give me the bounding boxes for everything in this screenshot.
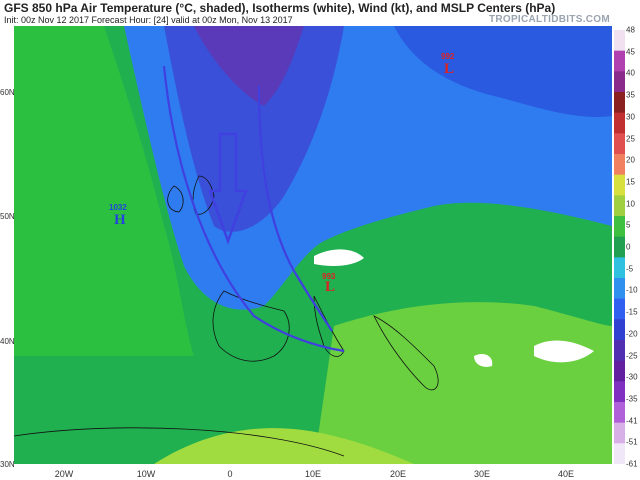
airflow-arrow-2: [257, 85, 333, 332]
header: GFS 850 hPa Air Temperature (°C, shaded)…: [0, 0, 640, 26]
lat-label: 60N: [0, 88, 15, 97]
colorbar-tick-label: -10: [626, 285, 638, 295]
airflow-arrows: [162, 65, 345, 353]
colorbar-tick-label: 20: [626, 155, 635, 165]
airflow-arrow-1: [162, 65, 345, 353]
high-pressure-symbol: H: [114, 212, 126, 228]
colorbar-segment: [614, 195, 625, 217]
colorbar-segment: [614, 174, 625, 196]
snow-patches: [314, 249, 594, 367]
north-africa-warm: [154, 428, 414, 464]
temperature-map: H 1032 L 993 L 992: [14, 26, 612, 464]
map-subtitle: Init: 00z Nov 12 2017 Forecast Hour: [24…: [4, 15, 293, 25]
colorbar-tick-label: -41: [626, 416, 638, 426]
colorbar-segment: [614, 236, 625, 258]
colorbar-segment: [614, 319, 625, 341]
colorbar-tick-label: 48: [626, 25, 635, 35]
warmer-region: [314, 302, 612, 464]
colorbar-segment: [614, 443, 625, 464]
colorbar-tick-label: -51: [626, 437, 638, 447]
low-pressure-value-italy: 993: [322, 272, 336, 281]
colorbar-tick-label: 15: [626, 177, 635, 187]
colorbar-tick-label: 5: [626, 220, 631, 230]
lon-label: 0: [227, 469, 233, 479]
colorbar-segment: [614, 133, 625, 155]
colorbar-segment: [614, 381, 625, 403]
colorbar-segment: [614, 278, 625, 300]
low-pressure-value-russia: 992: [441, 52, 455, 61]
colorbar-segment: [614, 30, 625, 52]
lon-label: 20W: [54, 469, 74, 479]
colorbar: [614, 30, 625, 464]
lon-label: 30E: [473, 469, 491, 479]
colorbar-segment: [614, 298, 625, 320]
colorbar-tick-label: -15: [626, 307, 638, 317]
colorbar-tick-label: 35: [626, 90, 635, 100]
scandinavia-cold: [394, 26, 612, 117]
colorbar-tick-label: -5: [626, 264, 634, 274]
core-cold-air: [164, 26, 344, 232]
colorbar-tick-label: 40: [626, 68, 635, 78]
cold-air-advection-arrow: [208, 132, 248, 245]
colorbar-segment: [614, 92, 625, 114]
high-pressure-value: 1032: [109, 203, 127, 212]
colorbar-segment: [614, 402, 625, 424]
colorbar-segment: [614, 216, 625, 238]
colorbar-tick-label: -35: [626, 394, 638, 404]
colorbar-tick-label: 30: [626, 112, 635, 122]
colorbar-segment: [614, 50, 625, 72]
colorbar-tick-label: 25: [626, 134, 635, 143]
lon-label: 40E: [557, 469, 575, 479]
colorbar-tick-label: -20: [626, 329, 638, 339]
colorbar-tick-label: -30: [626, 372, 638, 382]
colorbar-tick-label: -61: [626, 459, 638, 469]
lon-label: 10W: [136, 469, 156, 479]
lon-label: 10E: [304, 469, 322, 479]
lat-label: 50N: [0, 212, 15, 221]
colorbar-tick-label: 0: [626, 242, 631, 252]
colorbar-tick-label: 10: [626, 199, 635, 209]
atlantic-air-mass: [14, 26, 194, 356]
colorbar-segment: [614, 112, 625, 134]
colorbar-segment: [614, 71, 625, 93]
colorbar-tick-label: 45: [626, 47, 635, 57]
brand-logo: TROPICALTIDBITS.COM: [488, 14, 610, 25]
colorbar-segment: [614, 340, 625, 362]
coastlines: [14, 175, 439, 457]
lat-label: 40N: [0, 337, 15, 346]
map-canvas: [14, 26, 612, 464]
colorbar-segment: [614, 154, 625, 176]
lon-label: 20E: [389, 469, 407, 479]
coldest-air: [194, 26, 304, 106]
low-pressure-symbol-russia: L: [444, 61, 455, 77]
lat-label: 30N: [0, 460, 15, 469]
colorbar-segment: [614, 257, 625, 279]
map-title: GFS 850 hPa Air Temperature (°C, shaded)…: [4, 1, 556, 15]
colorbar-segment: [614, 360, 625, 382]
colorbar-segment: [614, 422, 625, 444]
low-pressure-symbol-italy: L: [325, 279, 336, 295]
colorbar-tick-label: -25: [626, 351, 638, 360]
